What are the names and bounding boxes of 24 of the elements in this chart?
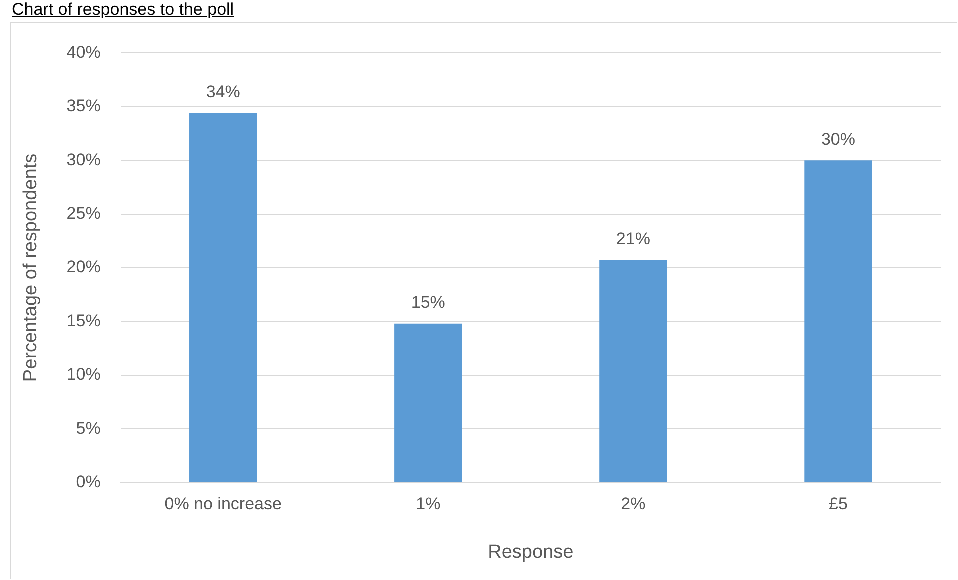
data-label: 15% [411,293,446,312]
bar [600,260,668,482]
y-tick-label: 0% [76,472,101,492]
bar [394,324,462,482]
chart-title: Chart of responses to the poll [12,0,234,20]
x-tick-label: 0% no increase [164,494,282,514]
data-label: 21% [616,230,650,249]
data-label: 34% [206,82,240,102]
x-tick-label: 2% [621,494,646,514]
y-tick-label: 35% [66,96,101,116]
y-tick-label: 25% [66,204,101,223]
bar [804,160,872,482]
y-tick-label: 5% [76,418,101,438]
y-tick-label: 30% [66,150,101,170]
y-tick-label: 10% [66,365,101,384]
y-tick-label: 20% [66,258,101,277]
bar [190,113,258,482]
x-axis-title: Response [488,542,574,563]
x-tick-label: £5 [829,494,848,514]
y-axis-title: Percentage of respondents [20,154,42,382]
x-tick-label: 1% [416,494,441,514]
y-tick-label: 40% [66,42,101,62]
data-label: 30% [821,130,856,149]
y-tick-label: 15% [66,311,101,330]
